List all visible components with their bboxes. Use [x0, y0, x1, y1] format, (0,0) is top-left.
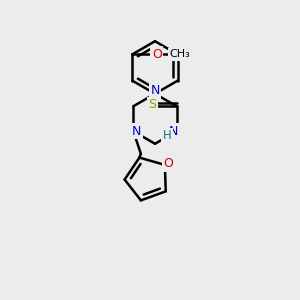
Text: N: N [150, 84, 160, 97]
Text: CH₃: CH₃ [169, 50, 190, 59]
Text: O: O [152, 48, 162, 61]
Text: O: O [164, 157, 173, 170]
Text: N: N [169, 125, 178, 138]
Text: N: N [132, 125, 141, 138]
Text: S: S [148, 98, 156, 111]
Text: H: H [163, 129, 172, 142]
